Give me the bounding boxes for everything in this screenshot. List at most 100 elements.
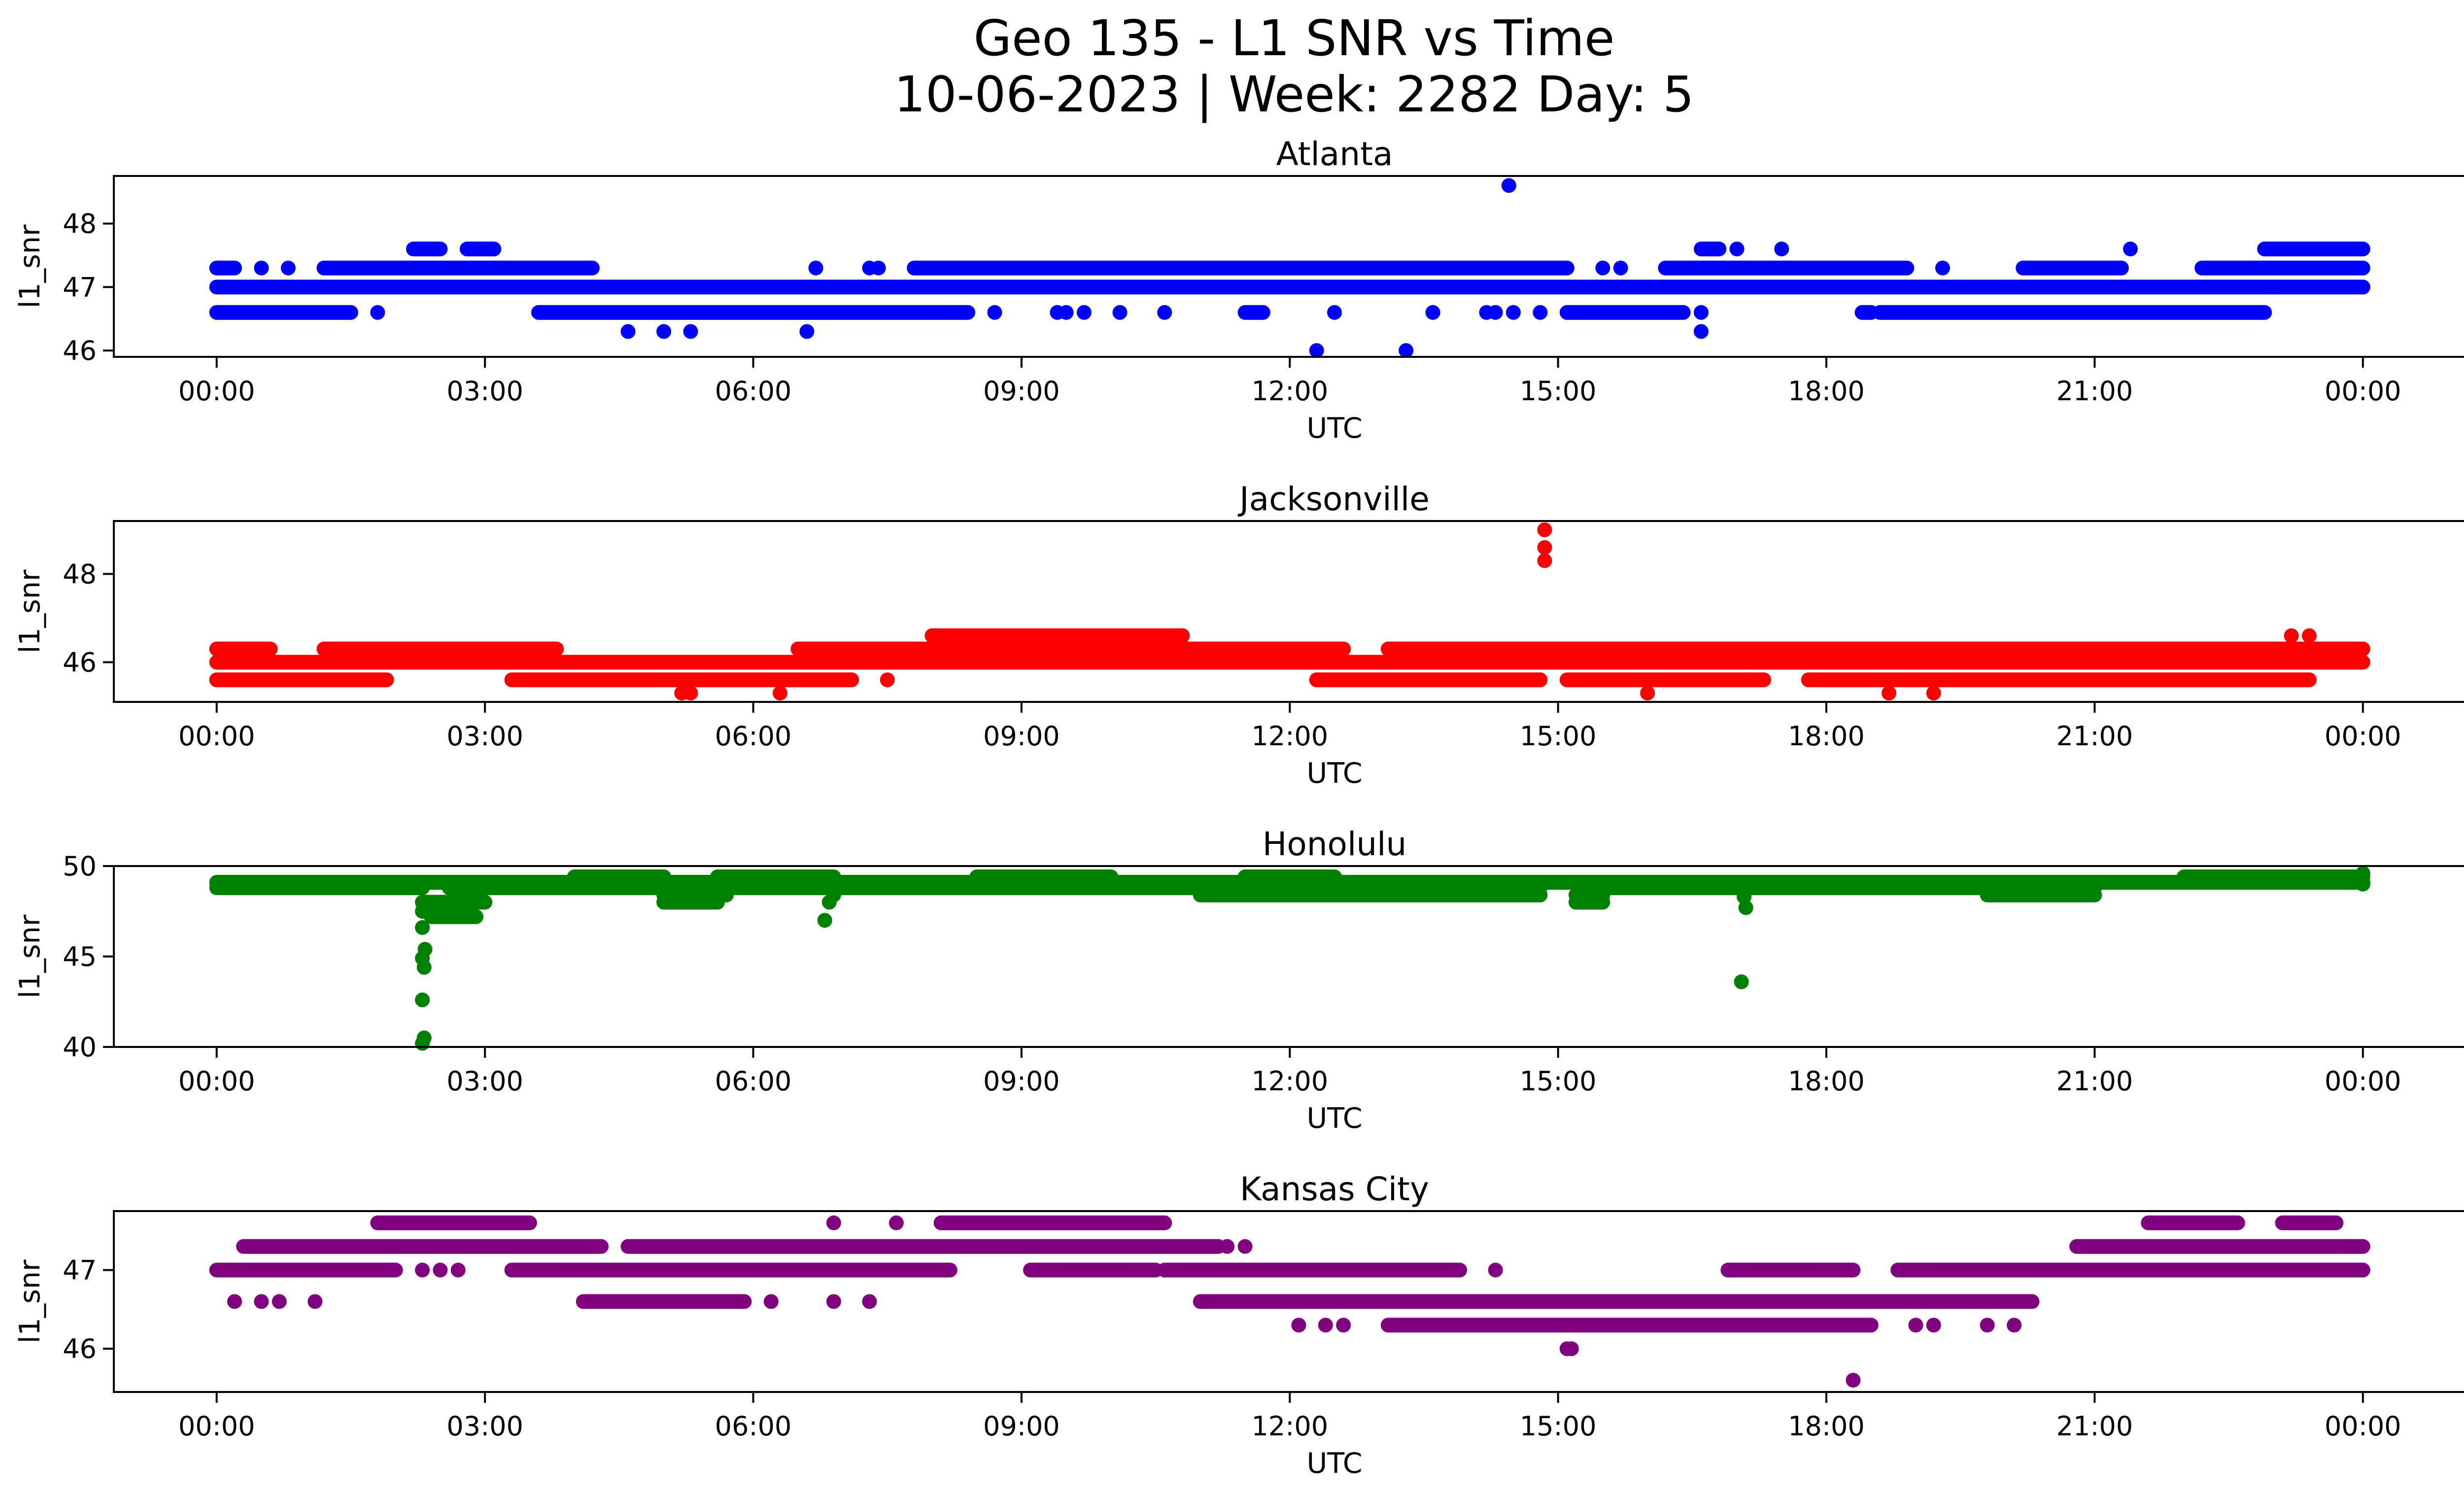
point-band-3-2 [1694, 242, 1727, 257]
data-point-19 [1564, 1341, 1579, 1356]
data-point-15 [1157, 305, 1172, 320]
x-tick-label: 15:00 [1520, 721, 1597, 752]
data-point-18 [1399, 343, 1414, 358]
data-point-5 [417, 941, 433, 957]
data-point-17 [2355, 876, 2370, 892]
data-point-25 [2337, 1239, 2353, 1254]
point-band-2-3 [1237, 869, 1342, 885]
point-band-3-3 [2275, 1215, 2344, 1230]
y-axis-label: l1_snr [14, 569, 46, 653]
data-point-25 [1595, 260, 1610, 276]
data-point-13 [1076, 305, 1092, 320]
data-point-4 [656, 324, 672, 339]
data-point-15 [1729, 878, 1745, 894]
subplot-title: Honolulu [1263, 825, 1407, 863]
point-band-1-3 [1559, 672, 1772, 688]
point-band-1-3 [1237, 305, 1270, 320]
data-point-2 [272, 1294, 287, 1309]
point-band-3-2 [2141, 1215, 2245, 1230]
subplot-jacksonville: Jacksonville UTC l1_snr 00:00 03:00 06:00 0… [14, 480, 2464, 790]
data-point-2 [415, 992, 430, 1008]
point-band-3-1 [459, 242, 502, 257]
data-point-0 [227, 1294, 242, 1309]
data-point-27 [1694, 324, 1709, 339]
x-tick-label: 00:00 [178, 1411, 255, 1442]
y-axis-label: l1_snr [14, 1259, 46, 1343]
point-band-2-4 [2176, 869, 2370, 885]
data-point-21 [1908, 1318, 1923, 1333]
x-tick-label: 12:00 [1251, 376, 1328, 407]
point-band-1-1 [504, 672, 859, 688]
point-band-2-3 [1380, 641, 2370, 657]
point-band-2-0 [567, 869, 672, 885]
point-band-1-1 [620, 1239, 1226, 1254]
point-band-3-1 [933, 1215, 1172, 1230]
data-point-0 [254, 260, 269, 276]
x-tick-label: 06:00 [715, 721, 792, 752]
x-tick-label: 09:00 [983, 721, 1060, 752]
data-point-19 [1425, 305, 1440, 320]
data-point-13 [2301, 628, 2317, 643]
point-band-1-4 [1559, 305, 1691, 320]
data-point-6 [450, 1262, 466, 1278]
data-point-7 [808, 260, 823, 276]
data-point-29 [1729, 242, 1745, 257]
data-point-14 [1112, 305, 1128, 320]
subplot-kansas-city: Kansas City UTC l1_snr 00:00 03:00 06:00 09… [14, 1170, 2464, 1480]
x-tick-label: 06:00 [715, 1066, 792, 1097]
point-band-2-0 [209, 641, 278, 657]
data-point-2 [370, 305, 385, 320]
data-point-10 [987, 305, 1002, 320]
data-point-16 [1309, 343, 1324, 358]
scatter-series [209, 522, 2370, 701]
data-point-4 [1309, 672, 1324, 688]
x-tick-label: 18:00 [1788, 1066, 1865, 1097]
point-band-0-4 [1720, 1262, 1861, 1278]
data-point-17 [1327, 305, 1342, 320]
data-point-9 [1738, 672, 1753, 688]
point-band-2-3 [1658, 260, 1915, 276]
data-point-31 [1935, 260, 1950, 276]
data-point-12 [2284, 628, 2299, 643]
data-point-9 [826, 1294, 841, 1309]
y-tick-label: 45 [63, 941, 97, 973]
data-point-1 [683, 686, 698, 701]
y-tick-label: 48 [63, 209, 97, 240]
scatter-series [209, 178, 2370, 358]
x-tick-label: 00:00 [178, 376, 255, 407]
y-axis-label: l1_snr [14, 914, 46, 998]
y-tick-label: 40 [63, 1032, 97, 1063]
x-tick-label: 18:00 [1788, 376, 1865, 407]
x-tick-label: 21:00 [2056, 721, 2133, 752]
point-band-3-0 [406, 242, 448, 257]
data-point-33 [2266, 279, 2281, 295]
x-axis-label: UTC [1307, 1447, 1363, 1480]
point-band-2-5 [2194, 260, 2370, 276]
point-band-1-0 [209, 672, 394, 688]
data-point-5 [1537, 522, 1552, 537]
data-point-8 [826, 1215, 841, 1230]
point-band-3-1 [1193, 887, 1548, 903]
x-tick-label: 03:00 [446, 1411, 523, 1442]
data-point-15 [1318, 1318, 1333, 1333]
subplot-title: Jacksonville [1237, 480, 1430, 518]
figure-title-line2: 10-06-2023 | Week: 2282 Day: 5 [894, 66, 1694, 123]
data-point-4 [415, 1262, 430, 1278]
axes-frame [113, 1210, 2464, 1393]
point-band-2-2 [969, 869, 1119, 885]
x-tick-label: 15:00 [1520, 1066, 1597, 1097]
point-band-1-0 [236, 1239, 609, 1254]
point-band-0-0 [209, 279, 2370, 295]
data-point-14 [1737, 889, 1752, 904]
data-point-34 [2355, 279, 2370, 295]
data-point-22 [1926, 1318, 1941, 1333]
data-point-11 [889, 1215, 904, 1230]
data-point-16 [1336, 1318, 1351, 1333]
data-point-13 [1738, 900, 1753, 915]
x-tick-label: 09:00 [983, 1411, 1060, 1442]
x-tick-label: 09:00 [983, 1066, 1060, 1097]
y-tick-label: 47 [63, 1255, 97, 1286]
point-band-1-6 [1872, 305, 2272, 320]
x-tick-label: 21:00 [2056, 1411, 2133, 1442]
x-tick-label: 21:00 [2056, 1066, 2133, 1097]
